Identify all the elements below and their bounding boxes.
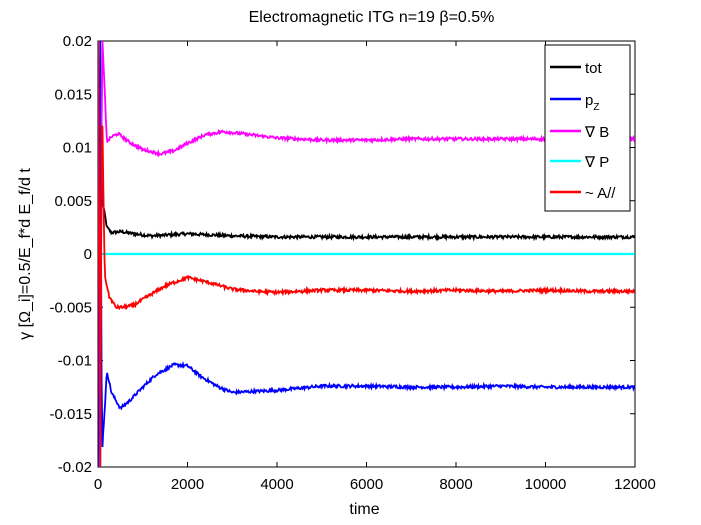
x-tick-label: 10000 [525, 476, 567, 493]
x-tick-label: 6000 [350, 476, 383, 493]
y-axis-label: γ [Ω_i]=0.5/E_f*d E_f/d t [17, 168, 34, 340]
y-tick-label: -0.015 [49, 406, 92, 423]
legend-label-4: ~ A// [585, 185, 616, 202]
series-line-1 [98, 41, 635, 467]
series-line-0 [98, 41, 635, 467]
x-tick-label: 2000 [171, 476, 204, 493]
x-tick-label: 0 [94, 476, 102, 493]
x-tick-label: 12000 [614, 476, 656, 493]
legend-label-0: tot [585, 60, 603, 77]
series-line-4 [98, 41, 635, 467]
legend-label-1: pZ [585, 92, 599, 113]
legend-box [544, 44, 631, 212]
x-axis-label: time [349, 501, 379, 518]
y-tick-label: 0.005 [54, 193, 92, 210]
legend-label-3: ∇ P [584, 154, 609, 171]
y-tick-label: -0.02 [58, 459, 92, 476]
y-tick-label: 0.015 [54, 86, 92, 103]
x-tick-label: 4000 [260, 476, 293, 493]
series-group [98, 41, 635, 467]
chart-title: Electromagnetic ITG n=19 β=0.5% [249, 9, 495, 26]
y-tick-label: -0.005 [49, 299, 92, 316]
legend-label-2: ∇ B [584, 124, 609, 141]
y-tick-label: 0.01 [63, 140, 92, 157]
y-tick-label: -0.01 [58, 353, 92, 370]
y-tick-label: 0.02 [63, 33, 92, 50]
y-tick-label: 0 [84, 246, 92, 263]
x-tick-label: 8000 [439, 476, 472, 493]
